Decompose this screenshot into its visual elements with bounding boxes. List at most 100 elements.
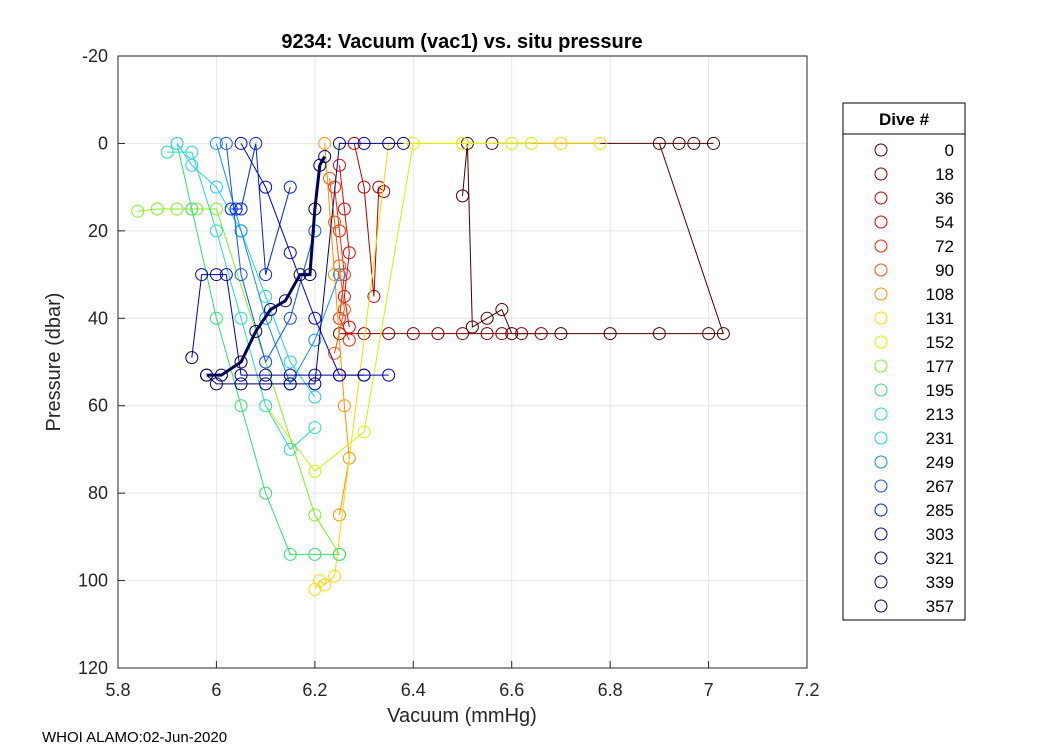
data-point: [283, 180, 297, 194]
y-axis-label: Pressure (dbar): [43, 293, 65, 432]
data-point: [332, 547, 346, 561]
data-point: [328, 569, 342, 583]
data-point: [249, 136, 263, 150]
data-point: [185, 351, 199, 365]
legend-entry: 177: [874, 357, 954, 376]
legend-label: 177: [926, 357, 954, 376]
data-point: [318, 150, 332, 164]
data-point: [505, 136, 519, 150]
data-point: [357, 368, 371, 382]
data-point: [283, 442, 297, 456]
plot-frame: [117, 55, 808, 669]
series-267: [219, 136, 322, 369]
legend-marker: [874, 263, 888, 277]
data-point: [716, 327, 730, 341]
data-point: [259, 180, 273, 194]
legend-marker: [874, 287, 888, 301]
legend-entry: 152: [874, 333, 954, 352]
series-line: [176, 143, 340, 555]
series-line: [353, 143, 385, 297]
data-point: [332, 158, 346, 172]
x-tick-label: 7.2: [794, 680, 819, 700]
data-point: [652, 327, 666, 341]
data-point: [357, 136, 371, 150]
data-point: [687, 136, 701, 150]
y-tick-label: 120: [78, 658, 108, 678]
data-point: [382, 136, 396, 150]
data-point: [308, 547, 322, 561]
data-point: [372, 180, 386, 194]
data-point: [406, 327, 420, 341]
footer-text: WHOI ALAMO:02-Jun-2020: [42, 729, 227, 746]
data-point: [214, 368, 228, 382]
data-point: [308, 311, 322, 325]
series-line: [225, 143, 316, 364]
data-point: [283, 311, 297, 325]
chart-title: 9234: Vacuum (vac1) vs. situ pressure: [281, 31, 642, 53]
data-point: [495, 327, 509, 341]
legend-entry: 213: [874, 405, 954, 424]
data-point: [160, 145, 174, 159]
legend-marker: [874, 383, 888, 397]
data-point: [308, 202, 322, 216]
legend-marker: [874, 503, 888, 517]
data-point: [234, 268, 248, 282]
data-point: [357, 425, 371, 439]
legend-label: 72: [935, 237, 954, 256]
data-point: [382, 327, 396, 341]
data-point: [170, 202, 184, 216]
data-point: [554, 327, 568, 341]
y-tick-label: 0: [98, 133, 108, 153]
legend-label: 267: [926, 477, 954, 496]
data-point: [209, 180, 223, 194]
legend-entry: 303: [874, 525, 954, 544]
data-point: [342, 246, 356, 260]
data-point: [259, 486, 273, 500]
x-tick-label: 6.8: [598, 680, 623, 700]
data-point: [219, 268, 233, 282]
legend-entry: 249: [874, 453, 954, 472]
data-point: [431, 327, 445, 341]
legend-marker: [874, 599, 888, 613]
series-339: [200, 136, 410, 391]
y-tick-label: -20: [82, 46, 108, 66]
data-point: [185, 145, 199, 159]
data-point: [234, 355, 248, 369]
x-tick-label: 6.6: [499, 680, 524, 700]
legend-label: 108: [926, 285, 954, 304]
data-point: [259, 268, 273, 282]
legend-label: 303: [926, 525, 954, 544]
legend-marker: [874, 479, 888, 493]
data-point: [702, 327, 716, 341]
data-point: [382, 368, 396, 382]
data-point: [293, 268, 307, 282]
data-point: [259, 368, 273, 382]
data-point: [209, 136, 223, 150]
data-point: [495, 303, 509, 317]
data-point: [209, 202, 223, 216]
legend-label: 231: [926, 429, 954, 448]
data-point: [283, 368, 297, 382]
legend-label: 18: [935, 165, 954, 184]
data-point: [308, 333, 322, 347]
data-point: [554, 136, 568, 150]
legend-marker: [874, 191, 888, 205]
series-line: [206, 142, 404, 385]
legend-box: [842, 102, 966, 621]
data-point: [308, 377, 322, 391]
data-point: [337, 202, 351, 216]
data-point: [209, 311, 223, 325]
legend-marker: [874, 431, 888, 445]
legend-marker: [874, 527, 888, 541]
y-tick-label: 60: [88, 396, 108, 416]
data-point: [652, 136, 666, 150]
legend-entry: 0: [874, 141, 954, 160]
legend-entry: 339: [874, 573, 954, 592]
data-point: [396, 136, 410, 150]
legend-entries: 0 18 36 54 72 90 108 131 152 177 195 213 231 249 267 28…: [874, 141, 954, 616]
series-0: [456, 136, 730, 341]
data-point: [278, 294, 292, 308]
legend-marker: [874, 407, 888, 421]
data-point: [308, 421, 322, 435]
series-line: [206, 155, 327, 377]
